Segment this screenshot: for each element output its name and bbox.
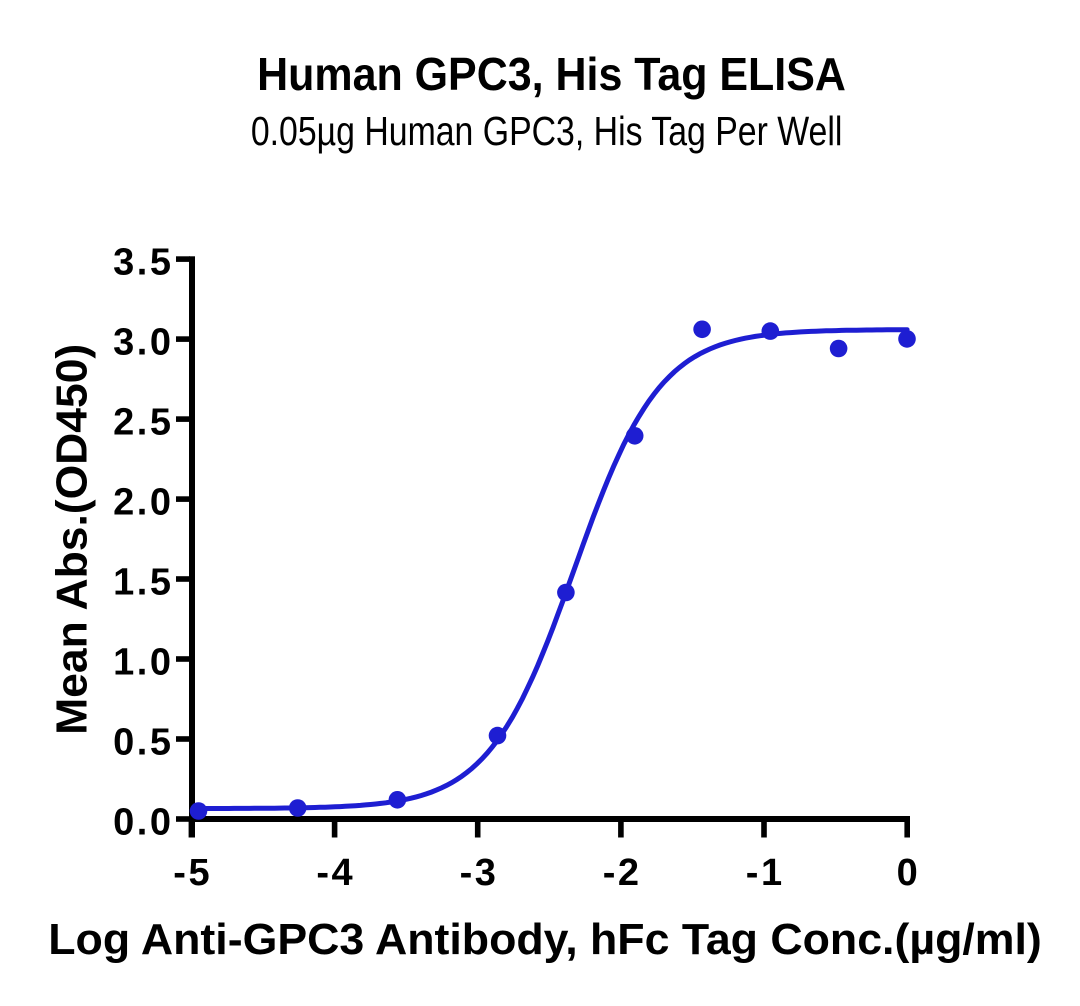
svg-text:2.0: 2.0 xyxy=(113,482,173,524)
svg-text:-3: -3 xyxy=(460,852,499,894)
svg-text:3.0: 3.0 xyxy=(113,322,173,364)
svg-text:0.0: 0.0 xyxy=(113,801,173,843)
svg-text:0.5: 0.5 xyxy=(113,721,173,763)
svg-text:-5: -5 xyxy=(173,852,212,894)
svg-text:2.5: 2.5 xyxy=(113,402,173,444)
svg-text:Mean Abs.(OD450): Mean Abs.(OD450) xyxy=(48,344,97,735)
svg-text:3.5: 3.5 xyxy=(113,242,173,284)
svg-text:1.0: 1.0 xyxy=(113,641,173,683)
svg-text:Log Anti-GPC3 Antibody, hFc Ta: Log Anti-GPC3 Antibody, hFc Tag Conc.(µg… xyxy=(48,915,1042,964)
svg-text:Human GPC3, His Tag ELISA: Human GPC3, His Tag ELISA xyxy=(257,50,846,101)
svg-text:0.05µg Human GPC3, His Tag Per: 0.05µg Human GPC3, His Tag Per Well xyxy=(251,108,843,154)
svg-text:0: 0 xyxy=(897,852,921,894)
svg-text:-4: -4 xyxy=(316,852,355,894)
svg-text:-1: -1 xyxy=(746,852,785,894)
svg-text:1.5: 1.5 xyxy=(113,561,173,603)
svg-text:-2: -2 xyxy=(603,852,642,894)
